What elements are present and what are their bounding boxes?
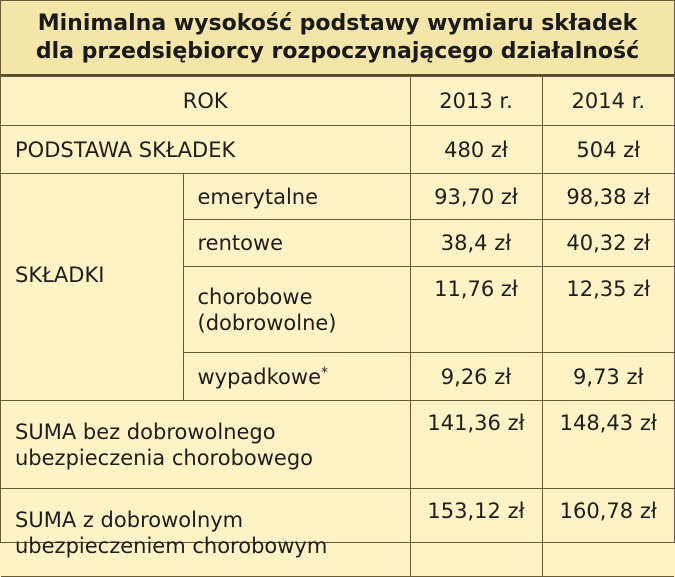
emerytalne-label: emerytalne (182, 173, 411, 220)
suma-bez-2014: 148,43 zł (541, 400, 674, 489)
podstawa-row: PODSTAWA SKŁADEK 480 zł 504 zł (1, 125, 674, 174)
header-year-2014: 2014 r. (541, 76, 674, 126)
table-title: Minimalna wysokość podstawy wymiaru skła… (1, 1, 674, 76)
skladki-label: SKŁADKI (1, 173, 184, 401)
wypadkowe-label: wypadkowe* (183, 352, 411, 401)
chorobowe-2013: 11,76 zł (409, 266, 543, 353)
suma-z-label: SUMA z dobrowolnym ubezpieczeniem chorob… (1, 488, 411, 577)
skladki-row-chorobowe: chorobowe (dobrowolne) 11,76 zł 12,35 zł (1, 266, 674, 353)
header-row: ROK 2013 r. 2014 r. (1, 76, 674, 126)
suma-z-2014: 160,78 zł (541, 488, 674, 577)
wypadkowe-2014: 9,73 zł (541, 352, 674, 401)
header-year-2013: 2013 r. (409, 76, 543, 126)
title-line-2: dla przedsiębiorcy rozpoczynającego dzia… (35, 39, 640, 64)
suma-bez-line-2: ubezpieczenia chorobowego (15, 445, 314, 470)
footnote-mark: * (321, 364, 328, 381)
chorobowe-label-line-2: (dobrowolne) (197, 310, 337, 335)
suma-bez-2013: 141,36 zł (409, 400, 543, 489)
skladki-row-wypadkowe: wypadkowe* 9,26 zł 9,73 zł (1, 352, 674, 401)
suma-bez-label: SUMA bez dobrowolnego ubezpieczenia chor… (1, 400, 411, 489)
skladki-label-text: SKŁADKI (15, 263, 105, 287)
header-rok: ROK (1, 76, 411, 126)
chorobowe-label-line-1: chorobowe (197, 284, 313, 309)
skladki-row-rentowe: rentowe 38,4 zł 40,32 zł (1, 219, 674, 267)
rentowe-label: rentowe (183, 219, 411, 267)
suma-z-row: SUMA z dobrowolnym ubezpieczeniem chorob… (1, 488, 674, 577)
suma-z-line-2: ubezpieczeniem chorobowym (15, 533, 328, 558)
emerytalne-2013: 93,70 zł (409, 173, 543, 220)
podstawa-2014: 504 zł (541, 125, 674, 174)
podstawa-label: PODSTAWA SKŁADEK (1, 125, 411, 174)
rentowe-2013: 38,4 zł (409, 219, 543, 267)
rentowe-2014: 40,32 zł (541, 219, 674, 267)
title-line-1: Minimalna wysokość podstawy wymiaru skła… (37, 11, 638, 36)
wypadkowe-label-text: wypadkowe (197, 364, 322, 389)
suma-z-2013: 153,12 zł (409, 488, 543, 577)
suma-z-line-1: SUMA z dobrowolnym (15, 507, 244, 532)
suma-bez-row: SUMA bez dobrowolnego ubezpieczenia chor… (1, 400, 674, 489)
wypadkowe-2013: 9,26 zł (409, 352, 543, 401)
chorobowe-2014: 12,35 zł (541, 266, 674, 353)
contribution-table: ROK 2013 r. 2014 r. PODSTAWA SKŁADEK 480… (1, 76, 674, 577)
chorobowe-label: chorobowe (dobrowolne) (183, 266, 411, 353)
emerytalne-2014: 98,38 zł (541, 173, 674, 220)
podstawa-2013: 480 zł (409, 125, 543, 174)
suma-bez-line-1: SUMA bez dobrowolnego (15, 419, 276, 444)
skladki-row-emerytalne: SKŁADKI emerytalne 93,70 zł 98,38 zł (1, 173, 674, 401)
